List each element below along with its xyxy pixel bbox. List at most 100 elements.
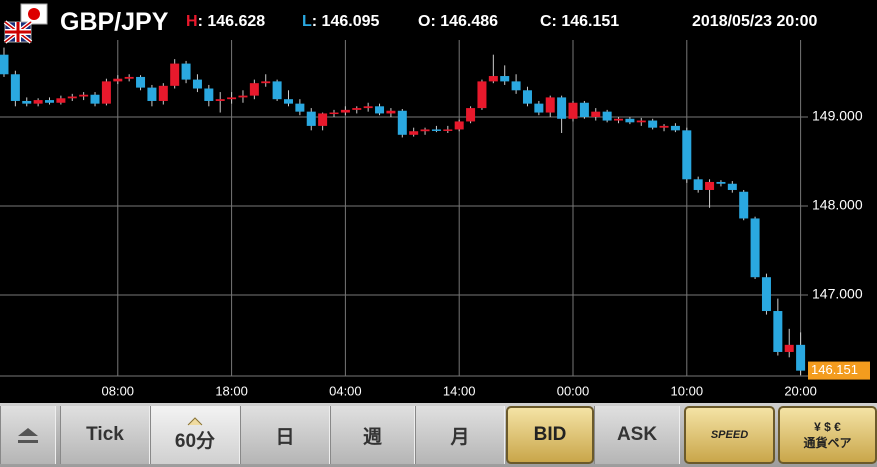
collapse-button[interactable] — [0, 406, 56, 464]
last-price-box — [808, 361, 870, 380]
high-info: H: 146.628 — [186, 13, 265, 31]
candle-body — [386, 110, 396, 114]
candle-body — [534, 103, 544, 113]
day-button[interactable]: 日 — [240, 406, 330, 464]
speed-button[interactable]: SPEED — [684, 406, 775, 464]
candle-body — [192, 79, 202, 89]
ask-button[interactable]: ASK — [594, 406, 680, 464]
candle-body — [158, 85, 168, 101]
candle-body — [454, 121, 464, 130]
candle-body — [340, 109, 350, 113]
high-letter: H — [186, 13, 198, 30]
tick-button[interactable]: Tick — [60, 406, 150, 464]
candle-body — [443, 129, 453, 131]
chart: 147.000 148.000 149.000 08:00 18:00 04:00 14:0… — [0, 40, 870, 398]
candle-body — [522, 90, 532, 104]
x-tick-label: 00:00 — [557, 383, 590, 398]
toolbar: Tick 60分 日 週 月 BID ASK SPEED ¥ $ € 通貨ペア — [0, 403, 877, 467]
candle-body — [204, 88, 214, 101]
candle-body — [45, 100, 55, 103]
h60-button[interactable]: 60分 — [150, 406, 240, 464]
candle-body — [511, 81, 521, 91]
last-price-label: 146.151 — [811, 362, 858, 377]
candle-body — [272, 81, 282, 100]
x-tick-label: 08:00 — [102, 383, 135, 398]
candle-body — [136, 76, 146, 88]
pair-name: GBP/JPY — [60, 8, 169, 36]
candle-body — [22, 100, 32, 104]
candle-body — [591, 111, 601, 117]
candle-body — [659, 125, 669, 128]
candle-body — [420, 129, 430, 132]
candle-body — [739, 191, 749, 219]
candle-body — [602, 111, 612, 121]
candle-body — [477, 81, 487, 109]
week-button[interactable]: 週 — [330, 406, 415, 464]
candle-body — [79, 94, 89, 97]
candle-body — [215, 99, 225, 101]
candle-body — [579, 102, 589, 117]
candle-body — [0, 54, 9, 75]
candle-body — [466, 108, 476, 122]
candle-body — [545, 97, 555, 113]
candle-body — [670, 125, 680, 131]
x-tick-label: 04:00 — [329, 383, 362, 398]
candle-body — [90, 94, 100, 104]
candle-body — [557, 97, 567, 119]
candle-body — [648, 120, 658, 128]
candle-body — [67, 96, 77, 99]
candle-body — [147, 87, 157, 101]
candle-body — [261, 81, 271, 84]
candle-body — [101, 81, 111, 104]
candle-body — [636, 120, 646, 123]
candle-body — [56, 98, 66, 103]
candle-body — [773, 311, 783, 352]
candle-body — [716, 181, 726, 184]
candle-body — [318, 113, 328, 126]
x-tick-label: 20:00 — [784, 383, 817, 398]
candle-body — [33, 100, 43, 104]
candle-body — [397, 110, 407, 135]
candle-body — [113, 78, 123, 82]
low-letter: L — [302, 13, 312, 30]
candle-body — [488, 76, 498, 82]
datetime: 2018/05/23 20:00 — [692, 13, 818, 30]
currency-symbols: ¥ $ € — [814, 419, 841, 434]
candle-body — [306, 111, 316, 126]
candle-body — [693, 179, 703, 190]
month-button[interactable]: 月 — [415, 406, 505, 464]
candle-body — [170, 63, 180, 86]
low-text: : 146.095 — [311, 13, 380, 30]
candle-body — [750, 218, 760, 278]
close-text: C: 146.151 — [540, 13, 620, 30]
candle-body — [614, 118, 624, 121]
y-tick-label: 148.000 — [812, 197, 863, 213]
candle-body — [249, 83, 259, 96]
x-tick-label: 18:00 — [215, 383, 248, 398]
candle-body — [10, 74, 20, 101]
up-icon — [18, 428, 38, 443]
pairs-button[interactable]: ¥ $ € 通貨ペア — [778, 406, 877, 464]
candle-body — [283, 99, 293, 104]
candle-body — [363, 106, 373, 109]
candle-body — [409, 131, 419, 135]
high-text: : 146.628 — [197, 13, 266, 30]
candle-body — [500, 76, 510, 82]
candle-body — [625, 118, 635, 123]
bid-button[interactable]: BID — [506, 406, 594, 464]
y-tick-label: 149.000 — [812, 108, 863, 124]
flags-icon — [3, 3, 48, 44]
pairs-label: 通貨ペア — [803, 435, 852, 450]
candle-body — [568, 102, 578, 119]
candle-body — [784, 344, 794, 352]
candle-body — [124, 76, 134, 79]
candle-body — [727, 183, 737, 190]
candle-body — [295, 103, 305, 112]
low-info: L: 146.095 — [302, 13, 379, 31]
candle-body — [352, 108, 362, 110]
h60-label: 60分 — [174, 431, 216, 452]
candle-body — [238, 95, 248, 98]
x-tick-label: 14:00 — [443, 383, 476, 398]
candle-body — [329, 112, 339, 115]
